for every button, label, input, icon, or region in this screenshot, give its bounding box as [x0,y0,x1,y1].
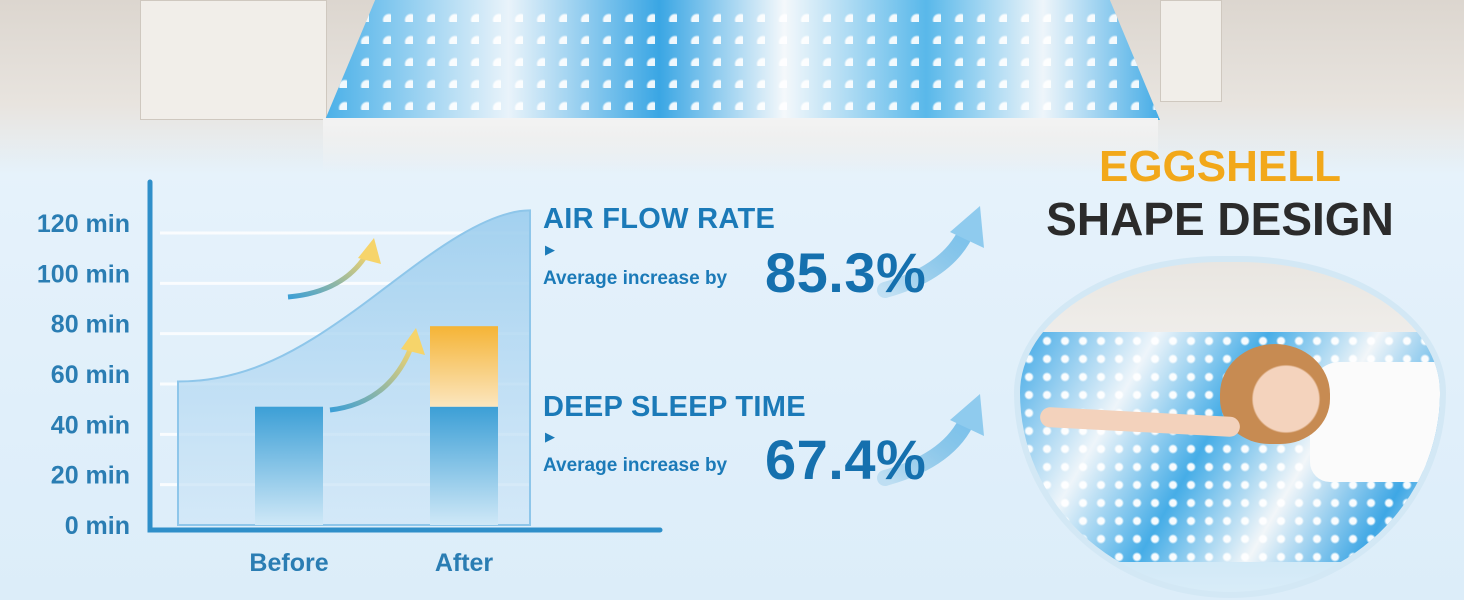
airflow-value: 85.3% [765,241,927,304]
mattress-base [323,118,1158,173]
y-tick-label: 80 min [51,311,130,339]
bedroom-photo-banner [0,0,1464,175]
yellow-arrow-head-2 [401,328,425,355]
airflow-title: AIR FLOW RATE [543,203,776,235]
deep-sleep-value: 67.4% [765,428,927,491]
blue-arrow-1-head [950,206,984,248]
y-axis-ticks: 0 min 20 min 40 min 60 min 80 min 100 min 120 … [37,210,130,540]
bar-base-before [255,406,323,525]
x-tick-label-after: After [435,549,494,577]
left-nightstand [140,0,449,120]
headline-eggshell: EGGSHELL [1098,142,1342,191]
y-tick-label: 60 min [51,361,130,389]
y-tick-label: 0 min [65,512,130,540]
eggshell-topper-top [325,0,1160,120]
x-axis-ticks: Before After [249,549,493,577]
deep-sleep-description: Average increase by [543,455,728,476]
x-tick-label-before: Before [249,549,328,577]
bar-increase-after [430,326,498,407]
y-tick-label: 120 min [37,210,130,238]
right-nightstand [1160,0,1222,102]
airflow-description: Average increase by [543,268,728,289]
y-axis-line [147,179,663,533]
blue-arrow-2-head [950,394,984,436]
yellow-arrow-curve-2 [329,344,415,413]
blue-arrow-2 [877,410,976,486]
headline-shape-design: SHAPE DESIGN [1046,193,1394,245]
y-tick-label: 20 min [51,462,130,490]
y-tick-label: 40 min [51,411,130,439]
yellow-arrow-head [358,238,381,264]
y-tick-label: 100 min [37,260,130,288]
woman-sleeping-photo [1014,256,1446,598]
deep-sleep-title: DEEP SLEEP TIME [543,391,806,423]
bars [255,326,498,525]
bar-base-after [430,406,498,525]
woman-shirt [1310,362,1440,482]
deep-sleep-marker-icon: ▶ [545,430,555,445]
yellow-arrow-curve [287,250,371,300]
airflow-marker-icon: ▶ [545,243,555,258]
